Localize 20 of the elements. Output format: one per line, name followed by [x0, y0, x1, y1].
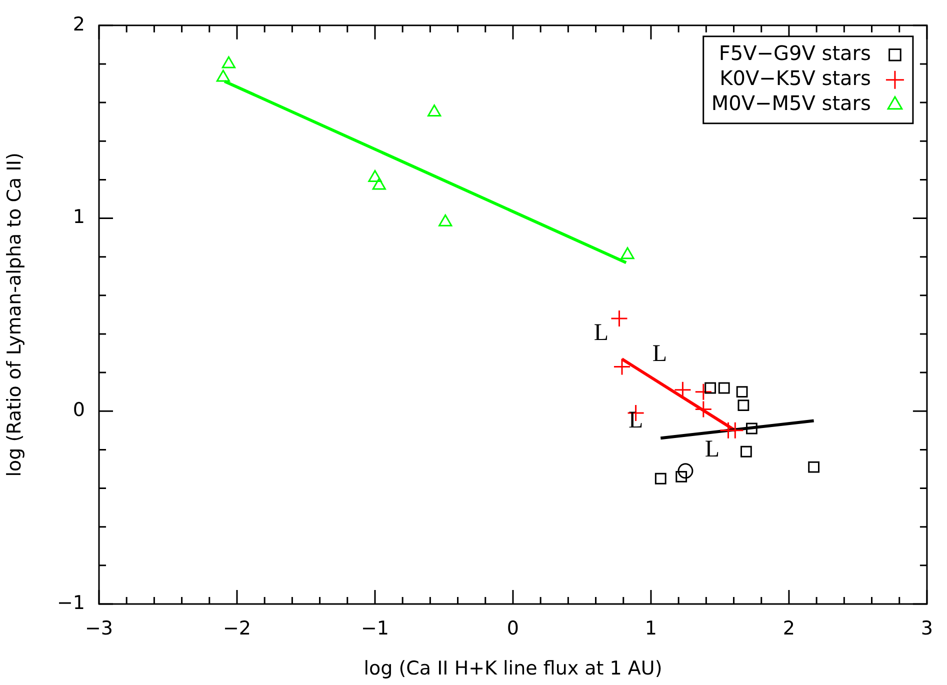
annotation: L: [652, 341, 668, 368]
legend-label: M0V−M5V stars: [711, 91, 871, 116]
annotation: L: [594, 320, 609, 346]
x-tick-label: −2: [222, 617, 251, 640]
legend-label: K0V−K5V stars: [720, 66, 871, 90]
x-tick-label: 3: [920, 617, 934, 640]
x-tick-label: −1: [360, 617, 389, 640]
y-axis-title: log (Ratio of Lyman-alpha to Ca II): [3, 152, 26, 477]
y-tick-label: 1: [72, 206, 85, 228]
x-tick-label: 1: [644, 617, 658, 640]
y-tick-label: 0: [72, 399, 85, 422]
x-tick-label: 2: [782, 617, 796, 640]
y-tick-label: 2: [72, 13, 85, 36]
legend-label: F5V−G9V stars: [718, 41, 871, 66]
x-axis-title: log (Ca II H+K line flux at 1 AU): [364, 658, 662, 680]
x-tick-label: 0: [506, 617, 520, 640]
x-tick-label: −3: [84, 617, 114, 640]
y-tick-label: −1: [56, 592, 85, 614]
annotation: L: [704, 436, 720, 463]
annotation: L: [628, 407, 644, 434]
